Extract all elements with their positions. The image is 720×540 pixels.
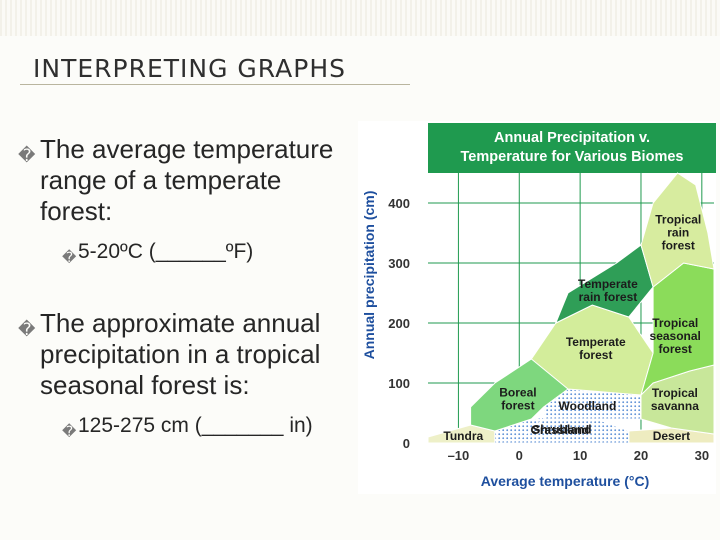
biome-label-woodland: Woodland xyxy=(559,399,617,413)
biome-regions xyxy=(427,172,715,444)
biome-label-boreal-forest: Boreal forest xyxy=(499,386,536,413)
chart-title-bar xyxy=(428,123,716,173)
bullet-marker-icon: � xyxy=(18,320,36,339)
x-tick-label: 20 xyxy=(634,448,648,463)
header-stripe xyxy=(0,0,720,36)
chart-title-line: Annual Precipitation v. xyxy=(494,130,650,146)
x-tick-label: 10 xyxy=(573,448,587,463)
bullet-list: � The average temperature range of a tem… xyxy=(18,134,358,444)
biome-label-shrubland: Shrubland xyxy=(532,423,591,437)
bullet-text: The approximate annual precipitation in … xyxy=(40,308,321,400)
sub-bullet-marker-icon: � xyxy=(62,423,77,439)
biome-label-tropical-seasonal-forest: Tropical seasonal forest xyxy=(650,316,701,356)
y-tick-label: 100 xyxy=(388,376,410,391)
biome-chart-svg: Annual Precipitation v. Temperature for … xyxy=(358,121,716,494)
bullet-item: � The average temperature range of a tem… xyxy=(18,134,358,227)
biome-label-grassland: Grassland xyxy=(530,423,589,437)
x-axis-label: Average temperature (°C) xyxy=(481,473,649,489)
biome-label-desert: Desert xyxy=(653,429,690,443)
biome-label-tundra: Tundra xyxy=(443,429,483,443)
y-tick-label: 400 xyxy=(388,196,410,211)
biome-region-tropical-rain-forest xyxy=(640,172,715,288)
title-divider xyxy=(20,84,410,85)
chart-title-line: Temperature for Various Biomes xyxy=(461,149,684,165)
slide-title: INTERPRETING GRAPHS xyxy=(33,54,346,83)
biome-label-temperate-forest: Temperate forest xyxy=(566,335,626,362)
sub-bullet-marker-icon: � xyxy=(62,249,77,265)
x-tick-label: –10 xyxy=(448,448,470,463)
sub-bullet-text: 5-20ºC (______ºF) xyxy=(78,240,254,263)
axis-tick-labels: 0 100 200 300 400 –10 0 10 20 30 xyxy=(388,196,709,463)
y-tick-label: 200 xyxy=(388,316,410,331)
x-tick-label: 30 xyxy=(695,448,709,463)
bullet-item: � The approximate annual precipitation i… xyxy=(18,308,358,401)
biome-chart: Annual Precipitation v. Temperature for … xyxy=(358,121,716,494)
y-tick-label: 300 xyxy=(388,256,410,271)
x-tick-label: 0 xyxy=(516,448,523,463)
biome-label-tropical-rain-forest: Tropical rain forest xyxy=(655,212,701,252)
biome-label-tropical-savanna: Tropical savanna xyxy=(651,386,699,413)
sub-bullet-text: 125-275 cm (_______ in) xyxy=(78,414,313,437)
bullet-marker-icon: � xyxy=(18,146,36,165)
y-tick-label: 0 xyxy=(403,436,410,451)
y-axis-label: Annual precipitation (cm) xyxy=(361,191,377,360)
bullet-text: The average temperature range of a tempe… xyxy=(40,134,334,226)
sub-bullet-item: � 5-20ºC (______ºF) xyxy=(62,239,358,270)
sub-bullet-item: � 125-275 cm (_______ in) xyxy=(62,413,358,444)
biome-label-temperate-rain-forest: Temperate rain forest xyxy=(578,277,638,304)
